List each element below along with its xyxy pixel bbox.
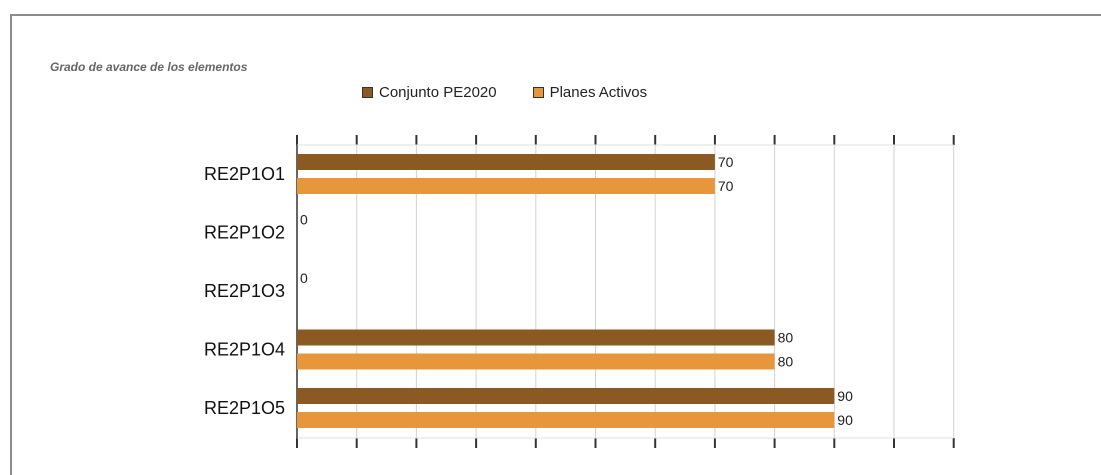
data-label: 70 [718,154,734,170]
legend-item-series-2: Planes Activos [532,84,648,101]
bar-planes [297,178,715,194]
legend-item-series-1: Conjunto PE2020 [362,84,497,101]
category-label: RE2P1O3 [204,281,285,301]
panel-top-border [10,14,1101,16]
data-label: 80 [778,354,794,370]
category-label: RE2P1O1 [204,164,285,184]
category-label: RE2P1O2 [204,223,285,243]
category-label: RE2P1O4 [204,340,285,360]
data-label: 70 [718,178,734,194]
bar-conjunto [297,154,715,170]
chart-title: Grado de avance de los elementos [50,60,248,74]
bar-conjunto [297,388,835,404]
data-label: 90 [837,388,853,404]
legend-swatch-series-2 [532,87,544,98]
data-label: 0 [300,212,308,228]
legend-label-series-1: Conjunto PE2020 [379,84,497,101]
data-label: 80 [778,330,794,346]
data-label: 0 [300,270,308,286]
category-label: RE2P1O5 [204,398,285,418]
bar-planes [297,353,775,370]
bar-planes [297,412,835,428]
bar-conjunto [297,329,775,346]
chart-legend: Conjunto PE2020 Planes Activos [362,84,647,101]
legend-swatch-series-1 [362,87,373,98]
panel-left-border [10,14,12,475]
data-label: 90 [837,412,853,428]
legend-label-series-2: Planes Activos [549,84,648,101]
